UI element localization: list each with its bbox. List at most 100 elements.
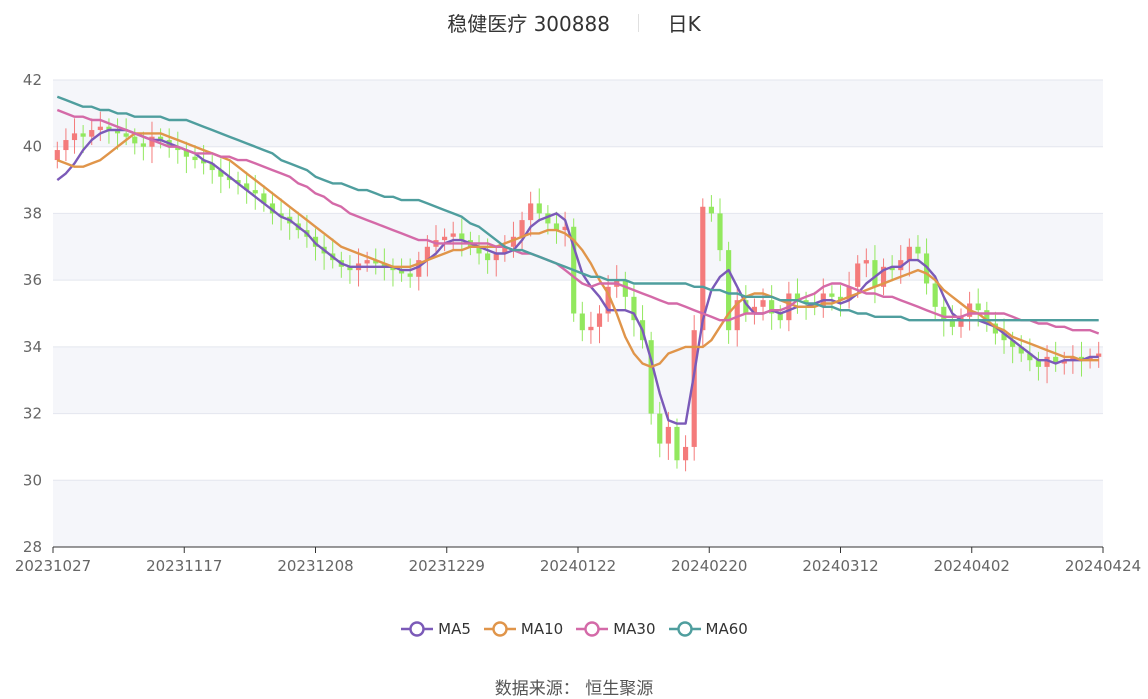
candle-body [984,310,990,324]
candle-body [485,253,491,261]
candle-body [192,156,198,161]
grid-band [53,80,1103,147]
legend-item-ma60[interactable]: MA60 [668,620,748,638]
y-tick-label: 30 [23,471,42,489]
ma-lines [56,95,1100,425]
candle-body [71,133,78,141]
legend-item-ma5[interactable]: MA5 [400,620,471,638]
y-axis: 28 30 32 34 36 38 40 42 [23,71,42,556]
candle-body [596,313,603,327]
ma-line-ma60 [56,95,1099,322]
candle-body [734,300,740,331]
candle-body [278,213,284,217]
y-tick-label: 32 [23,405,42,423]
candle-body [674,426,680,461]
candle-body [1061,360,1067,364]
stock-title: 稳健医疗 300888 [447,12,610,36]
candle-body [459,233,465,241]
candle-body [364,260,370,264]
legend-label: MA5 [438,620,471,638]
candle-body [407,273,413,277]
candle-body [700,206,706,331]
kline-chart: 28 30 32 34 36 38 40 42 20231027 20231117 2023120… [15,71,1141,575]
candle-body [683,446,689,461]
candle-body [803,300,809,304]
legend-marker-icon [483,621,516,637]
candle-body [1018,346,1024,354]
source-note: 数据来源： 恒生聚源 [494,679,654,699]
x-tick-label: 20240402 [934,557,1010,575]
candle-body [941,306,947,321]
candle-body [132,136,138,144]
candle-body [975,303,981,311]
candle-body [450,233,456,237]
candle-body [863,260,869,264]
x-tick-label: 20231117 [146,557,222,575]
candle-body [889,266,895,271]
candle-body [708,206,714,214]
ma-line-ma30 [56,108,1100,335]
candle-body [717,213,723,251]
legend-marker-icon [401,621,434,637]
y-tick-label: 28 [23,538,42,556]
candle-body [794,293,801,301]
x-tick-label: 20240220 [671,557,747,575]
legend-label: MA60 [705,620,748,638]
candle-body [657,413,663,444]
candle-body [149,136,155,147]
candle-body [648,340,654,414]
candle-body [201,160,207,164]
candle-body [235,180,241,184]
candle-body [769,300,775,314]
candle-body [123,133,129,137]
candle-body [493,253,499,261]
y-tick-label: 40 [23,138,42,156]
candle-body [183,150,189,157]
candle-body [381,263,387,267]
legend-label: MA30 [613,620,656,638]
title-separator [638,13,640,32]
candle-body [390,266,396,271]
candle-body [424,246,430,261]
candle-body [1096,353,1102,357]
candle-body [958,316,964,327]
chart-title: 稳健医疗 300888 日K [0,8,1148,40]
candle-body [1078,356,1085,361]
candle-body [106,126,112,131]
candle-body [631,296,637,321]
candle-body [588,326,594,331]
candle-body [519,220,525,237]
candle-body [226,176,233,181]
legend-item-ma10[interactable]: MA10 [483,620,563,638]
candle-body [114,130,121,134]
x-axis: 20231027 20231117 20231208 20231229 20240122… [15,546,1141,575]
candle-body [760,300,766,307]
candle-body [906,246,912,261]
x-tick-label: 20231027 [15,557,91,575]
candle-body [992,323,998,334]
candle-body [54,150,60,161]
y-tick-label: 42 [23,71,42,89]
candle-body [880,266,887,287]
candle-body [218,170,224,177]
x-tick-label: 20240122 [540,557,616,575]
legend: MA5 MA10 MA30 MA60 [0,620,1148,641]
grid-band [53,346,1103,414]
candle-body [743,300,749,314]
candle-body [209,163,215,171]
legend-item-ma30[interactable]: MA30 [575,620,656,638]
legend-label: MA10 [520,620,564,638]
y-tick-label: 38 [23,204,42,222]
legend-marker-icon [668,621,701,637]
candle-body [502,246,508,254]
candle-body [812,303,818,307]
candle-body [373,260,379,264]
y-tick-label: 36 [23,271,42,289]
candle-body [691,330,697,447]
candle-body [949,320,955,327]
x-tick-label: 20240424 [1065,557,1141,575]
candle-body [1027,353,1033,361]
candle-body [553,223,560,231]
candle-body [605,286,611,314]
ma-line-ma5 [56,128,1099,425]
